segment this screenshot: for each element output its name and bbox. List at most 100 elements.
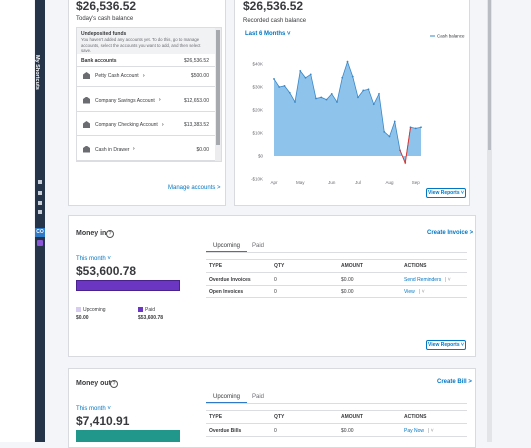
amount: $53,600.78: [76, 264, 137, 278]
view-reports[interactable]: View Reports ˅: [426, 188, 466, 198]
tab[interactable]: Upcoming: [213, 394, 241, 400]
chevron[interactable]: ›: [162, 121, 164, 128]
button-label[interactable]: View Reports: [428, 190, 460, 196]
inner-scroll-thumb[interactable]: [216, 30, 220, 145]
tab[interactable]: Paid: [252, 394, 265, 400]
paid-bar: [76, 430, 180, 442]
point: [357, 96, 359, 99]
column-header: TYPE: [209, 263, 223, 269]
help-icon[interactable]: ?: [106, 230, 114, 238]
divider: [77, 86, 215, 87]
manage-link[interactable]: Manage accounts >: [168, 185, 221, 191]
accounts-box: Undeposited funds You haven't added any …: [76, 27, 222, 162]
create-link[interactable]: Create Bill >: [437, 379, 472, 385]
create-link[interactable]: Create Invoice >: [427, 230, 474, 236]
legend-amount: $0.00: [76, 315, 89, 321]
divider: [206, 259, 467, 260]
point: [294, 101, 296, 103]
legend-label: Upcoming: [83, 307, 106, 313]
x-tick-label: Aug: [385, 180, 394, 185]
period-dropdown[interactable]: Last 6 Months ˅: [245, 31, 291, 37]
negative-segment: [399, 150, 406, 164]
scrollbar[interactable]: [487, 0, 492, 442]
divider: [206, 252, 467, 253]
divider: [77, 135, 215, 136]
column-header: QTY: [274, 263, 285, 269]
cell: Open Invoices: [209, 289, 244, 295]
account-name[interactable]: Company Savings Account: [95, 97, 155, 104]
action-link[interactable]: Pay Now: [404, 428, 425, 434]
divider: [77, 159, 215, 161]
legend-swatch: [76, 307, 81, 312]
bank-card: $26,536.52 Today's cash balance Undeposi…: [68, 0, 226, 206]
y-tick-label: $0: [258, 154, 264, 159]
cell: Overdue Bills: [209, 428, 242, 434]
point: [309, 73, 312, 76]
button-label[interactable]: View Reports: [428, 342, 460, 348]
point: [367, 88, 370, 91]
legend-amount: $53,600.78: [138, 315, 164, 321]
divider: [77, 66, 215, 67]
period-dropdown[interactable]: This month ˅: [76, 406, 111, 412]
column-header: AMOUNT: [341, 263, 363, 269]
point: [388, 135, 391, 138]
column-header: QTY: [274, 414, 285, 420]
bank-icon: [83, 121, 90, 128]
period[interactable]: This month: [76, 406, 106, 412]
cell: 0: [274, 289, 277, 295]
y-tick-label: $20K: [252, 108, 263, 113]
point: [346, 60, 349, 63]
shortcut-icon[interactable]: [38, 210, 42, 214]
x-tick-label: Jul: [355, 180, 361, 185]
point: [393, 120, 396, 123]
action-dropdown[interactable]: | ˅: [445, 277, 451, 283]
bank-accounts-amount: $26,536.52: [183, 58, 209, 64]
chevron[interactable]: ›: [133, 146, 135, 152]
money-out-card: Money out ? Create Bill > This month ˅ $…: [68, 368, 476, 448]
left-margin: [0, 0, 34, 442]
sidebar: My Shortcuts CO: [34, 0, 45, 442]
account-name[interactable]: Cash in Drawer: [95, 146, 130, 153]
help-icon[interactable]: ?: [110, 380, 118, 388]
badge[interactable]: CO: [35, 228, 45, 237]
point: [283, 84, 286, 87]
point: [378, 93, 380, 95]
paid-bar: [76, 280, 180, 291]
action-link[interactable]: View: [404, 289, 415, 295]
chevron[interactable]: ›: [143, 72, 145, 79]
column-header: TYPE: [209, 414, 223, 420]
point: [299, 70, 302, 72]
period-dropdown[interactable]: This month ˅: [76, 256, 111, 262]
tab[interactable]: Upcoming: [213, 243, 241, 249]
action-link[interactable]: Send Reminders: [404, 277, 442, 283]
point: [304, 76, 307, 79]
action-dropdown[interactable]: | ˅: [428, 428, 434, 434]
point: [383, 130, 386, 133]
action-dropdown[interactable]: | ˅: [419, 289, 425, 295]
period[interactable]: This month: [76, 256, 106, 262]
period[interactable]: Last 6 Months: [245, 31, 286, 37]
divider: [206, 272, 467, 273]
account-name[interactable]: Company Checking Account: [95, 122, 158, 128]
cell: $0.00: [341, 428, 354, 434]
add-icon[interactable]: [37, 240, 43, 246]
shortcut-icon[interactable]: [38, 191, 42, 195]
tab[interactable]: Paid: [252, 243, 265, 249]
point: [420, 126, 422, 129]
title: Money in: [76, 230, 107, 237]
area: [274, 61, 421, 163]
undeposited-title: Undeposited funds: [81, 31, 127, 37]
point: [288, 91, 291, 94]
scroll-thumb[interactable]: [488, 0, 491, 150]
shortcut-icon[interactable]: [38, 180, 42, 184]
money-in-card: Money in ? Create Invoice > This month ˅…: [68, 215, 476, 357]
point: [278, 86, 281, 88]
view-reports[interactable]: View Reports ˅: [426, 340, 466, 350]
divider: [206, 285, 467, 286]
shortcut-icon[interactable]: [38, 201, 42, 205]
legend-swatch: [138, 307, 143, 312]
chevron[interactable]: ›: [159, 97, 161, 103]
inner-scrollbar[interactable]: [215, 28, 221, 161]
account-name[interactable]: Petty Cash Account: [95, 73, 139, 79]
divider: [206, 410, 467, 411]
